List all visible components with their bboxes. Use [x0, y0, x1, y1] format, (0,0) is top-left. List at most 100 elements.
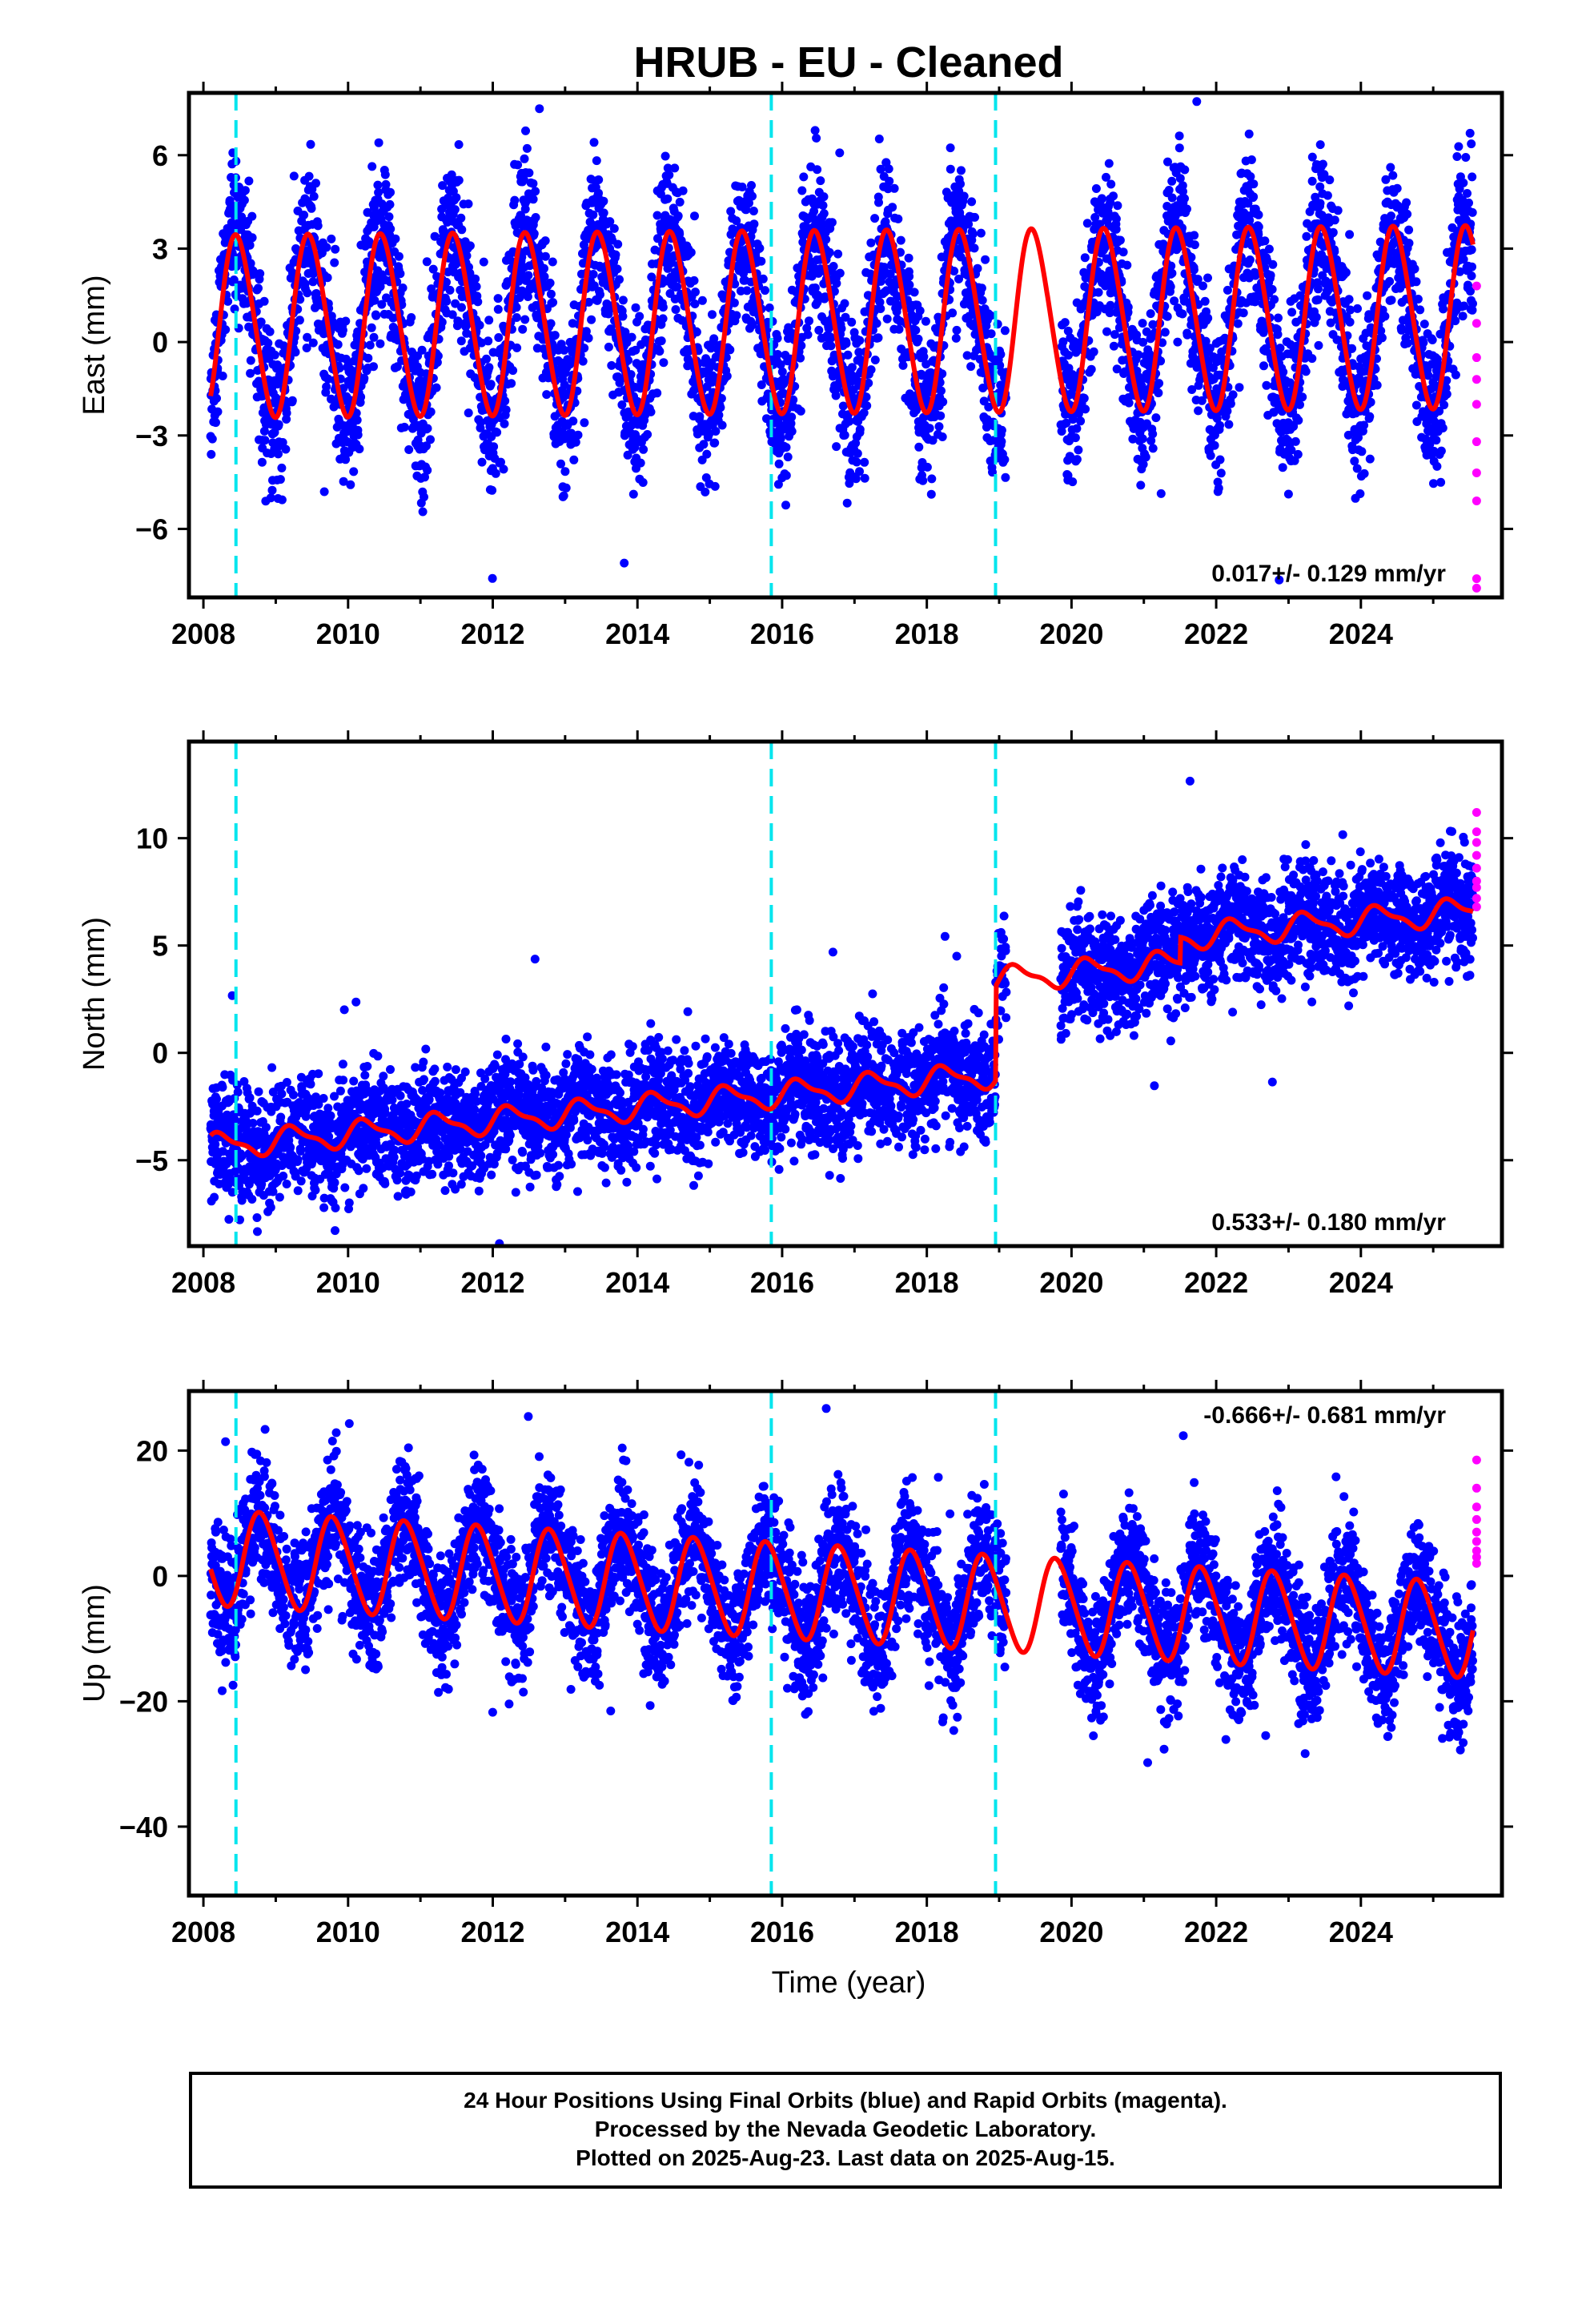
east-data-point	[1156, 489, 1166, 498]
east-data-point	[524, 168, 534, 178]
east-data-point	[853, 448, 862, 458]
east-data-point	[1465, 128, 1475, 138]
east-data-point	[447, 170, 456, 179]
east-data-point	[841, 339, 851, 348]
east-data-point	[1104, 159, 1114, 168]
east-data-point	[540, 236, 550, 246]
east-data-point	[1372, 380, 1382, 390]
east-data-point	[802, 324, 812, 333]
east-data-point	[821, 235, 831, 244]
east-data-point	[732, 311, 741, 320]
east-data-point	[624, 356, 633, 365]
east-data-point	[928, 436, 938, 445]
east-data-point	[749, 219, 759, 229]
east-data-point	[832, 279, 841, 288]
east-data-point	[860, 473, 869, 483]
east-data-point	[852, 457, 861, 467]
east-data-point	[755, 243, 765, 253]
east-data-point	[1000, 326, 1010, 336]
east-data-point	[398, 283, 408, 292]
east-data-point	[475, 320, 484, 330]
east-data-point	[1461, 153, 1471, 162]
east-data-point	[1148, 444, 1158, 453]
east-data-point	[369, 362, 378, 372]
east-data-point	[1141, 452, 1150, 462]
east-data-point	[896, 235, 905, 245]
east-data-point	[726, 207, 736, 216]
east-data-point	[765, 303, 774, 312]
east-data-point	[970, 212, 979, 222]
east-data-point	[956, 179, 965, 189]
east-data-point	[493, 294, 503, 304]
east-data-point	[786, 419, 796, 428]
east-data-point	[211, 418, 220, 428]
east-data-point	[1115, 235, 1125, 245]
east-data-point	[529, 229, 539, 239]
east-data-point	[783, 452, 793, 462]
east-data-point	[1082, 219, 1092, 228]
east-data-point	[773, 480, 783, 489]
east-data-point	[270, 350, 279, 360]
east-data-point	[1001, 472, 1010, 482]
east-data-point	[851, 474, 861, 484]
east-data-point	[639, 444, 648, 454]
east-data-point	[426, 407, 436, 416]
east-data-point	[568, 416, 578, 426]
east-data-point	[896, 247, 905, 257]
east-data-point	[1439, 304, 1448, 314]
east-data-point	[747, 181, 756, 190]
east-rapid-point	[1472, 496, 1481, 505]
east-data-point	[617, 400, 627, 409]
east-data-point	[1307, 354, 1317, 364]
east-data-point	[631, 345, 640, 355]
east-data-point	[855, 424, 865, 434]
east-data-point	[882, 314, 892, 324]
east-data-point	[519, 175, 528, 184]
east-data-point	[840, 430, 849, 440]
east-data-point	[832, 442, 841, 452]
east-data-point	[589, 138, 599, 147]
east-data-point	[612, 264, 622, 274]
east-data-point	[1091, 184, 1101, 193]
east-data-point	[1102, 172, 1110, 182]
east-data-point	[445, 285, 455, 295]
east-data-point	[1000, 455, 1010, 464]
east-data-point	[442, 296, 452, 306]
east-data-point	[1432, 461, 1442, 471]
east-data-point	[757, 256, 766, 266]
east-data-point	[278, 438, 287, 447]
east-data-point	[1439, 400, 1449, 410]
east-data-point	[936, 411, 946, 420]
east-data-point	[492, 428, 502, 437]
east-data-point	[1245, 255, 1255, 264]
east-data-point	[596, 290, 604, 300]
east-rapid-point	[1472, 281, 1481, 291]
east-data-point	[438, 181, 448, 191]
east-data-point	[1352, 464, 1362, 473]
east-data-point	[781, 443, 791, 452]
east-data-point	[330, 258, 339, 267]
east-data-point	[1203, 313, 1213, 323]
east-data-point	[374, 138, 383, 147]
east-data-point	[247, 233, 257, 243]
east-data-point	[1345, 317, 1355, 327]
east-data-point	[422, 257, 432, 267]
east-data-point	[861, 392, 871, 402]
east-data-point	[594, 188, 603, 198]
east-data-point	[661, 151, 670, 161]
east-data-point	[333, 340, 343, 349]
east-data-point	[888, 203, 897, 212]
east-data-point	[1214, 484, 1223, 493]
east-data-point	[748, 320, 757, 330]
east-data-point	[678, 186, 688, 195]
east-data-point	[308, 338, 318, 348]
east-data-point	[1411, 400, 1421, 410]
east-data-point	[937, 386, 946, 396]
east-data-point	[773, 333, 782, 343]
east-data-point	[1311, 312, 1321, 322]
east-data-point	[520, 204, 530, 214]
east-data-point	[1148, 429, 1158, 439]
east-data-point	[1464, 198, 1473, 207]
east-data-point	[462, 251, 472, 260]
east-data-point	[797, 186, 807, 195]
